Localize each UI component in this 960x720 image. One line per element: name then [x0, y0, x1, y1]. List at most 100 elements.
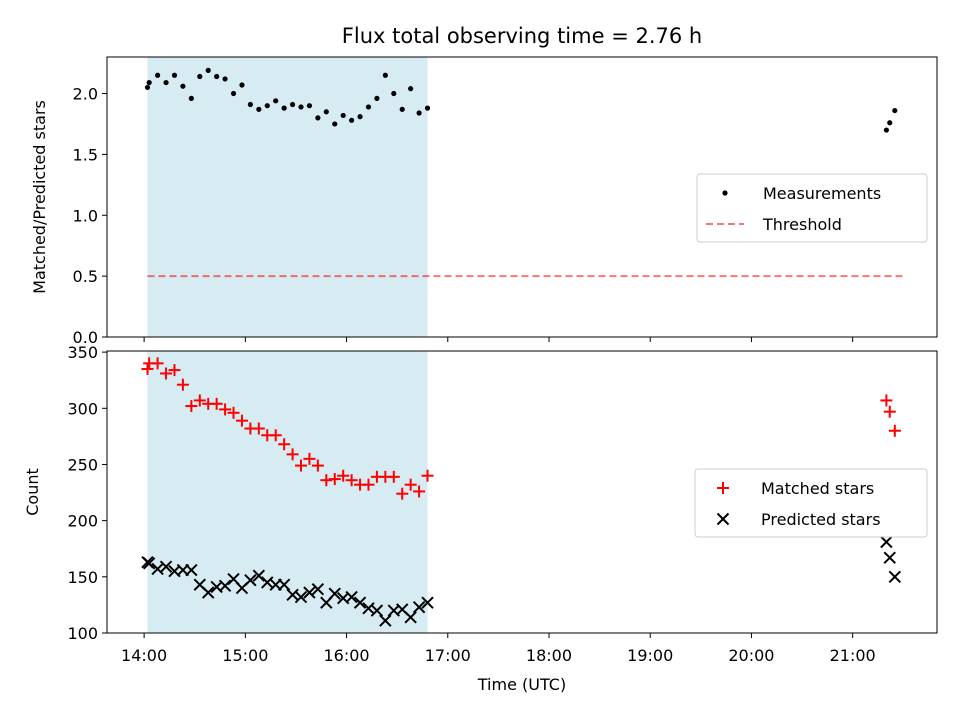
measurement-point — [163, 79, 169, 86]
matched-star-point — [345, 474, 358, 487]
predicted-star-point — [303, 586, 316, 599]
matched-star-point — [880, 394, 893, 407]
y-tick-label: 250 — [67, 455, 98, 474]
matched-star-point — [151, 357, 164, 370]
predicted-star-point — [404, 611, 417, 624]
x-tick-label: 14:00 — [121, 646, 167, 665]
y-tick-label: 200 — [67, 512, 98, 531]
predicted-star-point — [277, 578, 291, 591]
legend-label: Threshold — [762, 215, 842, 234]
predicted-star-point — [370, 604, 384, 617]
legend-label: Predicted stars — [761, 510, 881, 529]
measurement-point — [416, 110, 422, 116]
matched-star-point — [888, 424, 901, 437]
matched-star-point — [883, 405, 896, 418]
measurement-point — [188, 95, 194, 101]
matched-star-point — [311, 459, 324, 472]
predicted-star-point — [379, 614, 392, 627]
predicted-star-point — [328, 587, 341, 600]
measurement-point — [205, 67, 211, 73]
y-tick-label: 1.0 — [73, 206, 98, 225]
matched-star-point — [404, 478, 417, 491]
measurement-point — [214, 73, 220, 80]
matched-star-point — [227, 406, 240, 419]
legend-box — [694, 468, 928, 538]
predicted-star-point — [412, 600, 426, 614]
measurement-point — [239, 82, 245, 88]
y-axis-label-top: Matched/Predicted stars — [30, 100, 49, 294]
predicted-star-point — [880, 535, 893, 549]
predicted-star-point — [888, 570, 902, 584]
matched-star-point — [269, 429, 282, 442]
y-tick-label: 0.5 — [73, 267, 98, 286]
measurement-point — [256, 106, 262, 112]
predicted-star-point — [252, 569, 266, 582]
legend-bottom: Matched stars Predicted stars — [694, 468, 928, 538]
measurement-point — [887, 120, 893, 126]
measurement-point — [424, 105, 431, 111]
x-tick-label: 17:00 — [425, 646, 471, 665]
measurement-point — [374, 95, 380, 101]
measurement-point — [332, 121, 338, 127]
legend-label: Measurements — [763, 184, 881, 203]
chart-title: Flux total observing time = 2.76 h — [342, 24, 702, 48]
matched-star-point — [421, 469, 434, 482]
measurement-point — [408, 86, 414, 92]
panel-counts: 100 150 200 250 300 350 14:00 15:00 16:00 17:00 1… — [23, 343, 938, 665]
matched-star-point — [210, 397, 223, 410]
predicted-star-point — [311, 582, 325, 596]
measurement-point — [298, 104, 304, 110]
matched-star-point — [303, 452, 316, 465]
measurement-point — [230, 90, 237, 97]
measurement-point — [146, 79, 152, 86]
y-tick-label: 150 — [67, 568, 98, 587]
y-tick-label: 350 — [67, 343, 98, 362]
measurement-point — [357, 114, 363, 120]
measurement-point — [273, 98, 279, 104]
predicted-star-point — [159, 560, 173, 573]
measurement-point — [323, 109, 329, 115]
x-tick-label: 20:00 — [728, 646, 774, 665]
x-tick-label: 21:00 — [830, 646, 876, 665]
measurement-point — [340, 112, 346, 119]
predicted-star-point — [218, 579, 232, 593]
measurement-point — [883, 127, 889, 133]
predicted-star-point — [345, 590, 358, 604]
predicted-star-point — [202, 586, 215, 599]
predicted-star-point — [142, 557, 156, 570]
legend-marker-predicted — [716, 512, 730, 526]
measurement-point — [382, 72, 388, 78]
matched-star-point — [176, 378, 189, 391]
measurement-point — [281, 105, 287, 111]
matched-star-point — [286, 448, 299, 461]
measurement-point — [349, 117, 355, 123]
observing-span — [147, 57, 428, 337]
legend-label: Matched stars — [761, 479, 874, 498]
measurement-point — [315, 115, 321, 121]
legend-marker-measurements — [722, 190, 728, 196]
predicted-star-point — [294, 590, 308, 604]
matched-star-point — [413, 485, 426, 498]
measurement-point — [197, 73, 203, 80]
x-tick-label: 19:00 — [627, 646, 673, 665]
matched-star-point — [160, 367, 173, 380]
matched-star-point — [396, 487, 409, 500]
matched-star-point — [185, 400, 198, 413]
y-tick-label: 1.5 — [73, 145, 98, 164]
legend-marker-matched — [717, 482, 729, 494]
measurement-point — [180, 83, 186, 89]
matched-star-point — [219, 403, 232, 416]
measurement-point — [247, 101, 253, 108]
measurement-point — [399, 106, 405, 112]
measurement-point — [892, 107, 898, 114]
measurement-point — [391, 90, 397, 97]
matched-star-point — [252, 422, 265, 435]
predicted-star-point — [244, 573, 257, 587]
y-axis-label-bottom: Count — [23, 468, 42, 516]
measurement-point — [306, 103, 313, 109]
legend-top: Measurements Threshold — [696, 173, 928, 243]
measurement-point — [171, 72, 178, 78]
y-tick-label: 0.0 — [73, 328, 98, 347]
measurement-point — [365, 104, 372, 110]
